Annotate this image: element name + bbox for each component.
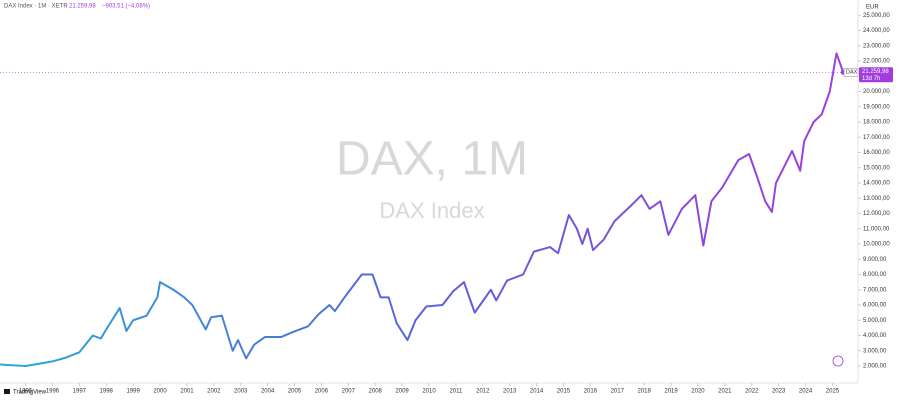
logo-icon: [4, 389, 10, 394]
y-tick-label: 24.000,00: [863, 28, 890, 34]
y-tick-label: 23.000,00: [863, 43, 890, 49]
x-tick-label: 2002: [207, 389, 221, 395]
y-tick-label: 10.000,00: [863, 242, 890, 248]
header-price: 21.259,98: [69, 4, 96, 10]
x-tick-label: 2022: [745, 389, 759, 395]
x-tick-label: 2004: [261, 389, 275, 395]
x-tick-label: 2003: [234, 389, 248, 395]
x-tick-label: 2015: [557, 389, 571, 395]
x-tick-label: 2001: [180, 389, 194, 395]
y-tick-label: 20.000,00: [863, 89, 890, 95]
y-tick-label: 25.000,00: [863, 13, 890, 19]
price-tag-box: [843, 68, 859, 77]
y-tick-label: 9.000,00: [863, 257, 887, 263]
x-tick-label: 2006: [315, 389, 329, 395]
countdown: 13d 7h: [862, 76, 880, 82]
x-tick-label: 2007: [342, 389, 356, 395]
x-tick-label: 2017: [611, 389, 625, 395]
header-change: −903,51 (−4,08%): [102, 4, 150, 10]
y-tick-label: 11.000,00: [863, 226, 890, 232]
last-price-box: [859, 67, 893, 83]
y-tick-label: 14.000,00: [863, 181, 890, 187]
x-tick-label: 2019: [664, 389, 678, 395]
price-line: [0, 52, 845, 367]
y-tick-label: 15.000,00: [863, 165, 890, 171]
y-tick-label: 7.000,00: [863, 287, 887, 293]
price-tag: DAX: [846, 70, 858, 76]
x-tick-label: 2012: [476, 389, 490, 395]
alert-icon[interactable]: [832, 355, 844, 367]
x-tick-label: 2020: [691, 389, 705, 395]
brand: TradingView: [13, 390, 47, 396]
x-tick-label: 2014: [530, 389, 544, 395]
symbol: DAX Index · 1M · XETR: [4, 4, 68, 10]
y-tick-label: 6.000,00: [863, 303, 887, 309]
y-tick-label: 12.000,00: [863, 211, 890, 217]
watermark-subtitle: DAX Index: [379, 198, 484, 223]
x-tick-label: 1997: [73, 389, 87, 395]
x-tick-label: 2025: [826, 389, 840, 395]
y-tick-label: 18.000,00: [863, 120, 890, 126]
logo: TradingView: [4, 389, 47, 396]
y-tick-label: 17.000,00: [863, 135, 890, 141]
x-tick-label: 2013: [503, 389, 517, 395]
y-tick-label: 8.000,00: [863, 272, 887, 278]
x-tick-label: 1996: [46, 389, 60, 395]
y-tick-label: 3.000,00: [863, 348, 887, 354]
x-tick-label: 2016: [584, 389, 598, 395]
y-tick-label: 2.000,00: [863, 364, 887, 370]
x-tick-label: 2009: [395, 389, 409, 395]
x-tick-label: 2011: [449, 389, 463, 395]
currency: EUR: [866, 5, 879, 11]
watermark-title: DAX, 1M: [336, 133, 528, 186]
x-tick-label: 1995: [19, 389, 33, 395]
x-tick-label: 2018: [637, 389, 651, 395]
x-tick-label: 2000: [153, 389, 167, 395]
x-tick-label: 2024: [799, 389, 813, 395]
x-tick-label: 2008: [369, 389, 383, 395]
y-tick-label: 13.000,00: [863, 196, 890, 202]
x-tick-label: 2021: [718, 389, 732, 395]
y-tick-label: 22.000,00: [863, 59, 890, 65]
x-tick-label: 1999: [126, 389, 140, 395]
y-tick-label: 19.000,00: [863, 104, 890, 110]
x-tick-label: 2010: [422, 389, 436, 395]
y-tick-label: 16.000,00: [863, 150, 890, 156]
last-price-label: 21.259,98: [862, 69, 889, 75]
y-tick-label: 5.000,00: [863, 318, 887, 324]
x-tick-label: 1998: [100, 389, 114, 395]
y-tick-label: 4.000,00: [863, 333, 887, 339]
x-tick-label: 2005: [288, 389, 302, 395]
x-tick-label: 2023: [772, 389, 786, 395]
